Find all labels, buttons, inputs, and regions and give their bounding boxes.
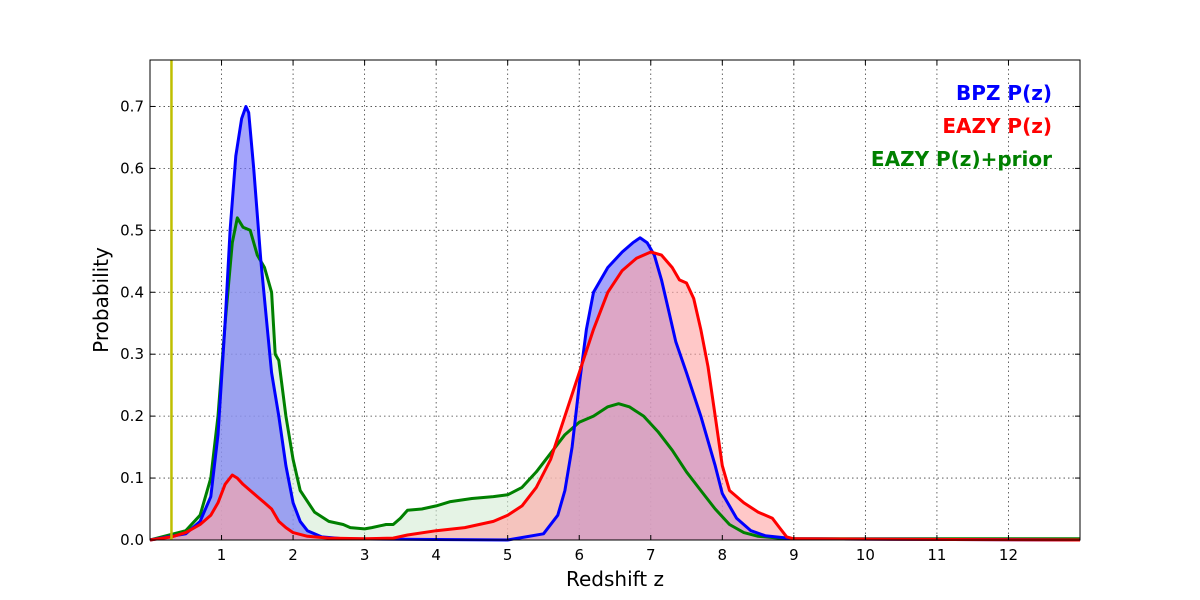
legend: BPZ P(z) EAZY P(z) EAZY P(z)+prior xyxy=(871,81,1052,171)
series-lines xyxy=(149,105,1081,542)
y-tick-label: 0.2 xyxy=(120,407,144,425)
x-tick-label: 5 xyxy=(503,546,513,564)
x-axis-ticks: 1 2 3 4 5 6 7 8 9 10 11 12 xyxy=(217,60,1018,564)
y-tick-label: 0.0 xyxy=(120,531,144,549)
legend-entry: EAZY P(z) xyxy=(942,114,1052,138)
series-fills xyxy=(150,106,1080,540)
x-axis-label: Redshift z xyxy=(566,567,664,591)
x-tick-label: 6 xyxy=(574,546,584,564)
x-tick-label: 10 xyxy=(856,546,875,564)
x-tick-label: 11 xyxy=(927,546,946,564)
y-tick-label: 0.4 xyxy=(120,283,144,301)
y-tick-label: 0.5 xyxy=(120,221,144,239)
y-tick-label: 0.7 xyxy=(120,97,144,115)
series-line-2 xyxy=(149,250,1081,542)
series-line-0 xyxy=(149,216,1080,542)
x-tick-label: 4 xyxy=(431,546,441,564)
x-tick-label: 1 xyxy=(217,546,227,564)
x-tick-label: 2 xyxy=(288,546,298,564)
series-fill-2 xyxy=(150,252,1080,540)
x-tick-label: 9 xyxy=(789,546,799,564)
y-tick-label: 0.1 xyxy=(120,469,144,487)
legend-entry: EAZY P(z)+prior xyxy=(871,147,1052,171)
y-tick-label: 0.6 xyxy=(120,159,144,177)
legend-entry: BPZ P(z) xyxy=(956,81,1052,105)
y-axis-label: Probability xyxy=(89,247,113,353)
plot-frame xyxy=(149,59,1081,541)
series-line-1 xyxy=(149,105,1081,542)
y-axis-ticks: 0.0 0.1 0.2 0.3 0.4 0.5 0.6 0.7 xyxy=(120,97,1080,549)
x-tick-label: 7 xyxy=(646,546,656,564)
y-tick-label: 0.3 xyxy=(120,345,144,363)
x-tick-label: 3 xyxy=(360,546,370,564)
x-tick-label: 12 xyxy=(999,546,1018,564)
x-tick-label: 8 xyxy=(718,546,728,564)
